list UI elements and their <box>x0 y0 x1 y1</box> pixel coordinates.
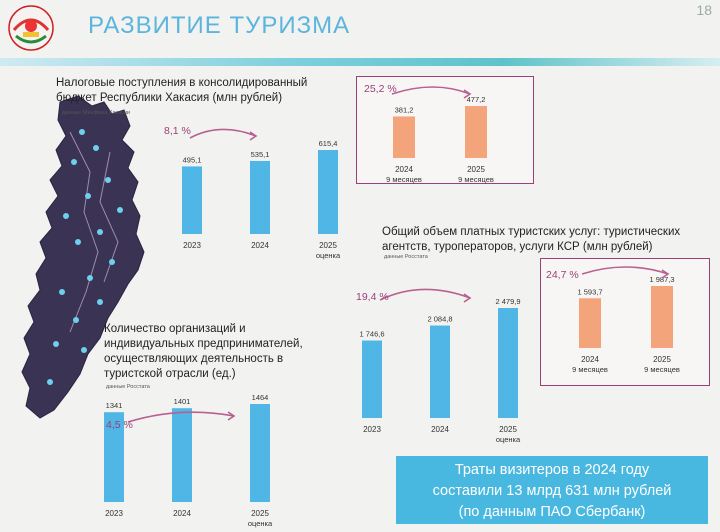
services-bar-2025 <box>498 308 518 418</box>
orgs-title-line-3: осуществляющих деятельность в <box>104 353 284 365</box>
tax-category-label-2023: 2023 <box>183 241 201 250</box>
visitor-spending-note: Траты визитеров в 2024 году составили 13… <box>396 456 708 524</box>
services-growth-arrowhead <box>463 293 472 303</box>
services-value-label-2023: 1 746,6 <box>359 330 384 339</box>
note-line-3: (по данным ПАО Сбербанк) <box>458 504 646 520</box>
note-line-1: Траты визитеров в 2024 году <box>454 462 650 478</box>
tax-category-label-2025: 2025 <box>319 241 337 250</box>
services-section-title: Общий объем платных туристских услуг: ту… <box>382 225 680 255</box>
tax-growth-arrowhead <box>249 131 258 141</box>
services_9m-bar-2024 <box>579 298 601 348</box>
tax-growth-arrow <box>189 128 257 139</box>
orgs-title-line-4: туристской отрасли (ед.) <box>104 368 236 380</box>
orgs-value-label-2023: 1341 <box>106 401 123 410</box>
services_9m-growth-label: 24,7 % <box>546 269 579 281</box>
orgs-bar-2024 <box>172 408 192 502</box>
tax-value-label-2024: 535,1 <box>251 150 270 159</box>
orgs-growth-arrowhead <box>227 411 236 421</box>
services-category-note-2025: оценка <box>496 435 521 444</box>
services_9m-category-note-2025: 9 месяцев <box>644 365 680 374</box>
services-value-label-2025: 2 479,9 <box>495 297 520 306</box>
services-category-label-2024: 2024 <box>431 425 449 434</box>
services-value-label-2024: 2 084,8 <box>427 315 452 324</box>
orgs-category-note-2025: оценка <box>248 519 273 528</box>
tax_9m-category-note-2025: 9 месяцев <box>458 175 494 184</box>
tax-section-title: Налоговые поступления в консолидированны… <box>56 76 307 106</box>
tax_9m-growth-arrowhead <box>463 89 472 99</box>
tax-9m-box <box>356 76 534 184</box>
services_9m-growth-arrowhead <box>661 269 670 279</box>
services-9m-box <box>540 258 710 386</box>
tax-bar-2023 <box>182 166 202 234</box>
orgs-category-label-2023: 2023 <box>105 509 123 518</box>
tax_9m-category-note-2024: 9 месяцев <box>386 175 422 184</box>
services-growth-arrow <box>379 288 471 301</box>
orgs-category-label-2025: 2025 <box>251 509 269 518</box>
tax-title-line-2: бюджет Республики Хакасия (млн рублей) <box>56 92 283 104</box>
tax-value-label-2023: 495,1 <box>183 155 202 164</box>
orgs-category-label-2024: 2024 <box>173 509 191 518</box>
tax_9m-value-label-2025: 477,2 <box>467 95 486 104</box>
services-bar-2023 <box>362 340 382 418</box>
tax_9m-bar-2024 <box>393 116 415 158</box>
orgs-growth-label: 4,5 % <box>106 419 133 431</box>
tax_9m-category-label-2024: 2024 <box>395 165 413 174</box>
orgs-title-line-2: индивидуальных предпринимателей, <box>104 338 303 350</box>
services_9m-category-label-2025: 2025 <box>653 355 671 364</box>
services_9m-bar-2025 <box>651 286 673 348</box>
note-line-2: составили 13 млрд 631 млн рублей <box>432 483 672 499</box>
orgs-bar-2025 <box>250 404 270 502</box>
header-divider-band <box>0 58 720 66</box>
tax_9m-growth-label: 25,2 % <box>364 83 397 95</box>
page-title: РАЗВИТИЕ ТУРИЗМА <box>88 12 351 39</box>
tax-category-label-2024: 2024 <box>251 241 269 250</box>
tax-category-note-2025: оценка <box>316 251 341 260</box>
services-growth-label: 19,4 % <box>356 291 389 303</box>
orgs-source: данные Росстата <box>106 384 150 390</box>
services_9m-category-label-2024: 2024 <box>581 355 599 364</box>
tax_9m-category-label-2025: 2025 <box>467 165 485 174</box>
tax_9m-value-label-2024: 381,2 <box>395 105 414 114</box>
orgs-value-label-2024: 1401 <box>174 397 191 406</box>
republic-emblem-logo <box>6 4 56 52</box>
tax-title-line-1: Налоговые поступления в консолидированны… <box>56 77 308 89</box>
services_9m-value-label-2025: 1 987,3 <box>649 275 674 284</box>
tax_9m-growth-arrow <box>391 86 471 95</box>
region-map <box>0 92 160 422</box>
tax-bar-2024 <box>250 160 270 234</box>
orgs-section-title: Количество организаций и индивидуальных … <box>104 322 303 382</box>
services-title-line-2: агентств, туроператоров, услуги КСР (млн… <box>382 241 653 253</box>
tax-source: данные Минфина Хакасии <box>62 110 131 116</box>
services-category-label-2025: 2025 <box>499 425 517 434</box>
tax_9m-bar-2025 <box>465 106 487 158</box>
page-number: 18 <box>696 2 712 18</box>
services_9m-value-label-2024: 1 593,7 <box>577 287 602 296</box>
orgs-bar-2023 <box>104 412 124 502</box>
services-source: данные Росстата <box>384 254 428 260</box>
services_9m-growth-arrow <box>581 266 669 275</box>
services-title-line-1: Общий объем платных туристских услуг: ту… <box>382 226 681 238</box>
services-category-label-2023: 2023 <box>363 425 381 434</box>
services_9m-category-note-2024: 9 месяцев <box>572 365 608 374</box>
tax-growth-label: 8,1 % <box>164 125 191 137</box>
orgs-growth-arrow <box>127 411 235 423</box>
services-bar-2024 <box>430 325 450 418</box>
tax-bar-2025 <box>318 150 338 234</box>
orgs-title-line-1: Количество организаций и <box>104 323 246 335</box>
tax-value-label-2025: 615,4 <box>319 139 338 148</box>
orgs-value-label-2025: 1464 <box>252 393 269 402</box>
